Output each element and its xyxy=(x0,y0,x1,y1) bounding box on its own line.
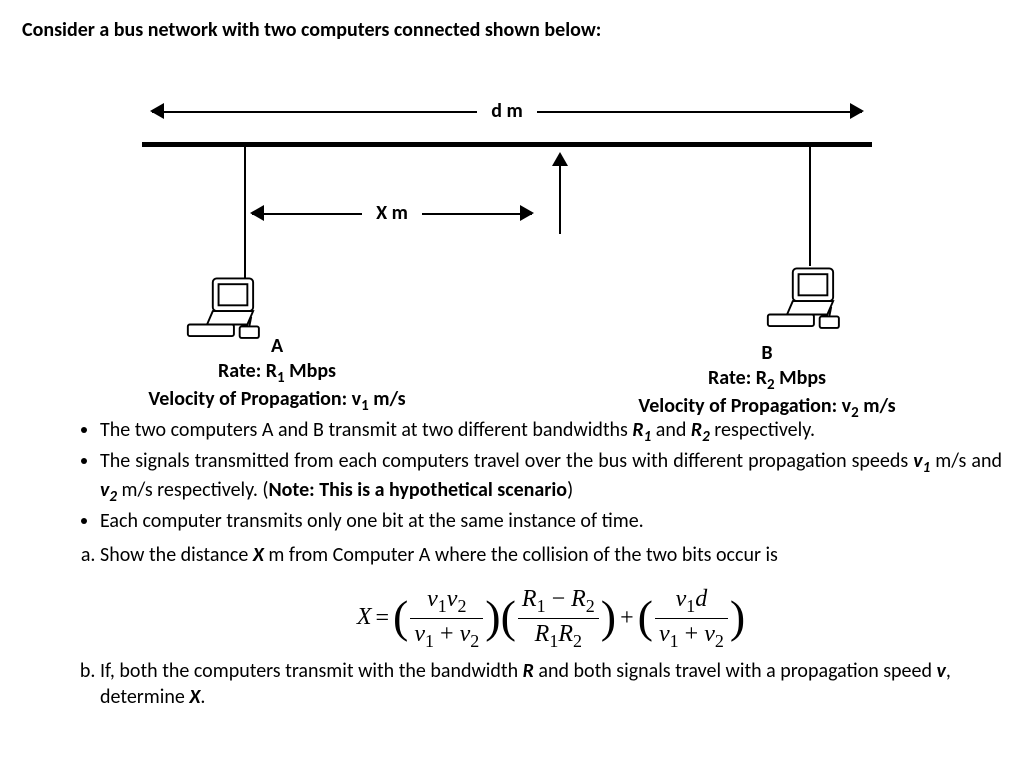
f2-num-b: R xyxy=(571,586,586,612)
f1-den-a: v xyxy=(414,621,425,647)
f3-den-a-sub: 1 xyxy=(670,631,679,651)
f2-den-b: R xyxy=(558,621,573,647)
f1-den-b-sub: 2 xyxy=(470,631,479,651)
b2-pre: The signals transmitted from each comput… xyxy=(100,449,913,473)
f1-num-b-sub: 2 xyxy=(457,596,466,616)
f3-den-b-sub: 2 xyxy=(715,631,724,651)
computer-b-icon xyxy=(764,264,860,342)
node-a-rate-pre: Rate: R xyxy=(218,359,277,383)
drop-line-b xyxy=(809,146,811,266)
node-b-vel-pre: Velocity of Propagation: v xyxy=(638,394,851,418)
node-b-velocity: Velocity of Propagation: v2 m/s xyxy=(592,394,942,423)
problem-title: Consider a bus network with two computer… xyxy=(22,18,1002,44)
f2-den-a: R xyxy=(535,621,550,647)
drop-line-a xyxy=(244,146,246,278)
f2-num-b-sub: 2 xyxy=(586,596,595,616)
f1-num-a-sub: 1 xyxy=(438,596,447,616)
node-a-vel-sub: 1 xyxy=(361,397,369,415)
qb-r: R xyxy=(523,659,534,683)
node-a-rate-sub: 1 xyxy=(277,369,285,387)
question-b: If, both the computers transmit with the… xyxy=(100,659,1002,710)
x-distance-arrow: X m xyxy=(252,202,532,226)
f2-num-a: R xyxy=(522,586,537,612)
b2-v2: v xyxy=(100,478,109,502)
qa-post: m from Computer A where the collision of… xyxy=(264,543,778,567)
qb-v: v xyxy=(936,659,945,683)
node-a-vel-post: m/s xyxy=(369,387,406,411)
formula-lhs: X xyxy=(357,604,372,630)
rparen-1-icon: ) xyxy=(485,594,500,640)
b2-mid1: m/s and xyxy=(930,449,1002,473)
node-a-vel-pre: Velocity of Propagation: v xyxy=(148,387,361,411)
node-b-vel-sub: 2 xyxy=(851,404,859,422)
f1-num-a: v xyxy=(427,586,438,612)
node-a-label: A Rate: R1 Mbps Velocity of Propagation:… xyxy=(102,334,452,417)
b1-r2-sub: 2 xyxy=(702,428,710,446)
f3-den-a: v xyxy=(659,621,670,647)
node-a-name: A xyxy=(102,334,452,359)
b2-v1: v xyxy=(913,449,922,473)
f2-den-a-sub: 1 xyxy=(549,631,558,651)
qb-post: . xyxy=(200,685,205,709)
rparen-2-icon: ) xyxy=(601,594,616,640)
fraction-1: v1v2 v1 + v2 xyxy=(410,584,483,653)
f3-den-plus: + xyxy=(679,621,705,647)
f2-num-minus: − xyxy=(546,586,572,612)
f2-num-a-sub: 1 xyxy=(537,596,546,616)
network-diagram: d m X m xyxy=(22,54,1002,414)
f2-den-b-sub: 2 xyxy=(573,631,582,651)
f3-den-b: v xyxy=(704,621,715,647)
b2-mid2: m/s respectively. ( xyxy=(117,478,268,502)
d-arrow-label: d m xyxy=(477,100,537,124)
collision-point-arrow xyxy=(552,152,568,234)
node-b-vel-post: m/s xyxy=(859,394,896,418)
bus-bar xyxy=(142,142,872,147)
node-a-velocity: Velocity of Propagation: v1 m/s xyxy=(102,387,452,416)
lparen-1-icon: ( xyxy=(393,594,408,640)
f3-num-d: d xyxy=(695,586,707,612)
f3-num-a-sub: 1 xyxy=(686,596,695,616)
fraction-2: R1 − R2 R1R2 xyxy=(518,584,599,653)
node-a-rate: Rate: R1 Mbps xyxy=(102,359,452,388)
arrow-head-right-icon xyxy=(850,103,864,119)
d-distance-arrow: d m xyxy=(152,100,862,124)
f1-den-plus: + xyxy=(434,621,460,647)
node-b-rate-pre: Rate: R xyxy=(708,366,767,390)
b2-post: ) xyxy=(567,478,573,502)
f1-den-b: v xyxy=(460,621,471,647)
qa-x: X xyxy=(253,543,264,567)
f1-num-b: v xyxy=(447,586,458,612)
formula-plus: + xyxy=(620,603,634,634)
node-b-name: B xyxy=(592,341,942,366)
description-list: The two computers A and B transmit at tw… xyxy=(22,418,1002,535)
arrow-head-right-icon xyxy=(520,205,534,221)
qb-mid: and both signals travel with a propagati… xyxy=(534,659,937,683)
lparen-2-icon: ( xyxy=(501,594,516,640)
x-arrow-label: X m xyxy=(362,202,422,226)
qb-x: X xyxy=(189,685,200,709)
node-b-rate-post: Mbps xyxy=(775,366,826,390)
f3-num-a: v xyxy=(676,586,687,612)
b2-note: Note: This is a hypothetical scenario xyxy=(268,478,567,502)
fraction-3: v1d v1 + v2 xyxy=(655,584,728,653)
qa-pre: Show the distance xyxy=(100,543,253,567)
b1-pre: The two computers A and B transmit at tw… xyxy=(100,418,632,442)
bullet-3: Each computer transmits only one bit at … xyxy=(100,509,1002,535)
lparen-3-icon: ( xyxy=(638,594,653,640)
node-b-label: B Rate: R2 Mbps Velocity of Propagation:… xyxy=(592,341,942,424)
bullet-2: The signals transmitted from each comput… xyxy=(100,449,1002,507)
qb-pre: If, both the computers transmit with the… xyxy=(100,659,523,683)
node-b-rate: Rate: R2 Mbps xyxy=(592,366,942,395)
rparen-3-icon: ) xyxy=(730,594,745,640)
node-a-rate-post: Mbps xyxy=(285,359,336,383)
arrow-head-up-icon xyxy=(552,152,568,166)
formula-eq-sign: = xyxy=(376,603,390,634)
b2-v2-sub: 2 xyxy=(109,488,117,506)
up-arrow-shaft xyxy=(559,166,561,234)
formula-x: X = ( v1v2 v1 + v2 )( R1 − R2 R1R2 ) + (… xyxy=(100,584,1002,653)
question-a: Show the distance X m from Computer A wh… xyxy=(100,543,1002,653)
f1-den-a-sub: 1 xyxy=(425,631,434,651)
node-b-rate-sub: 2 xyxy=(767,376,775,394)
questions-list: Show the distance X m from Computer A wh… xyxy=(22,543,1002,710)
